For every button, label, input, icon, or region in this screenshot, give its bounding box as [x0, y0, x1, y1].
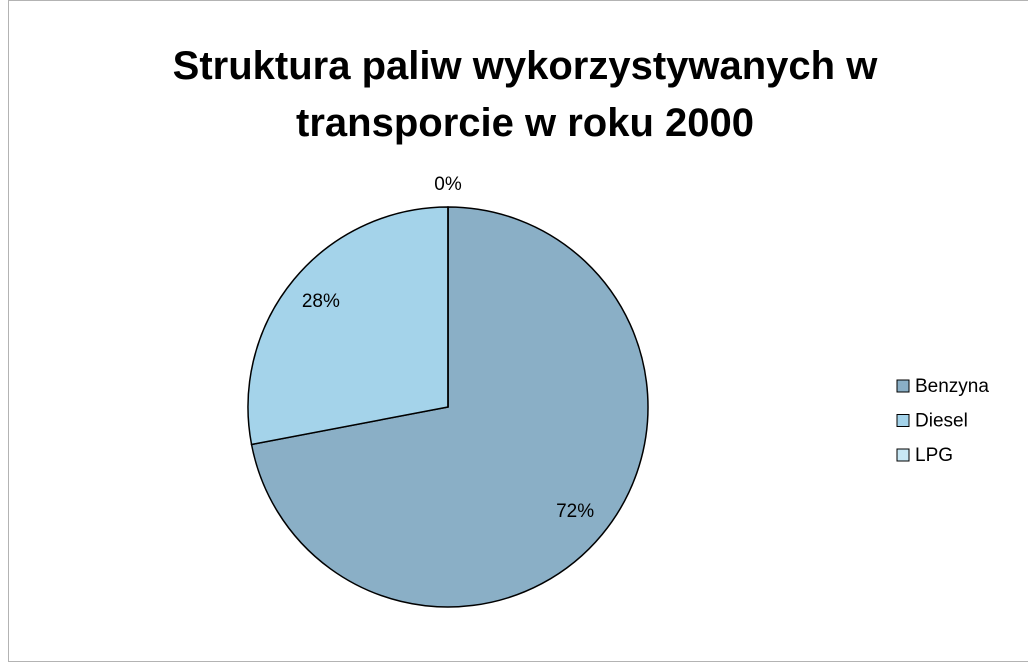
legend-label: Benzyna [915, 376, 989, 397]
data-label: 28% [302, 291, 340, 312]
chart-title: Struktura paliw wykorzystywanych w trans… [172, 44, 878, 145]
pie-slice [250, 206, 649, 608]
legend-swatch [896, 448, 910, 462]
data-label: 72% [556, 501, 594, 522]
pie-slice [247, 206, 449, 446]
data-label: 0% [434, 174, 462, 195]
legend-label: LPG [915, 445, 953, 466]
legend-swatch [896, 414, 910, 427]
legend-swatch [896, 379, 910, 393]
chart-frame [8, 0, 1028, 662]
legend-label: Diesel [915, 411, 968, 432]
